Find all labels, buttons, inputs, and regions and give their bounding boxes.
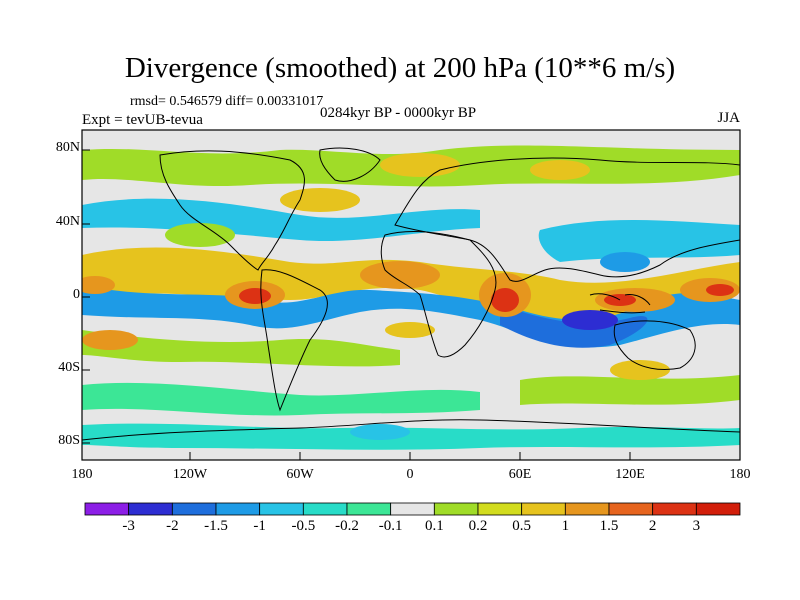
colorbar-label: 1.5 bbox=[599, 518, 619, 534]
colorbar-label: -0.1 bbox=[378, 518, 403, 534]
map-title: Divergence (smoothed) at 200 hPa (10**6 … bbox=[124, 52, 676, 84]
colorbar-label: -1.5 bbox=[204, 518, 228, 534]
colorbar-swatch bbox=[608, 502, 654, 516]
colorbar-label: 0.2 bbox=[468, 518, 488, 534]
map-frame bbox=[81, 129, 741, 461]
colorbar-label: 3 bbox=[692, 518, 701, 534]
colorbar-label: -0.5 bbox=[291, 518, 316, 534]
period-label: 0284kyr BP - 0000kyr BP bbox=[320, 105, 477, 121]
lon-label-120e: 120E bbox=[615, 467, 645, 482]
colorbar-label: -2 bbox=[166, 518, 179, 534]
lat-label-40n: 40N bbox=[55, 214, 80, 229]
season-label: JJA bbox=[717, 110, 740, 126]
colorbar-swatch bbox=[171, 502, 217, 516]
axis-ticks bbox=[82, 149, 631, 460]
colorbar-swatch bbox=[302, 502, 348, 516]
stats-text: rmsd= 0.546579 diff= 0.00331017 bbox=[130, 94, 324, 109]
colorbar-swatch bbox=[128, 502, 173, 516]
lon-label-0: 0 bbox=[406, 467, 414, 482]
colorbar-label: 1 bbox=[561, 518, 570, 534]
lon-label-120w: 120W bbox=[172, 467, 208, 482]
lat-label-80n: 80N bbox=[55, 140, 80, 155]
colorbar-swatch bbox=[564, 502, 610, 516]
colorbar-swatch bbox=[477, 502, 523, 516]
colorbar-swatch bbox=[652, 502, 697, 516]
experiment-label: Expt = tevUB-tevua bbox=[82, 112, 203, 128]
colorbar-label: -3 bbox=[122, 518, 135, 534]
colorbar-label: 0.5 bbox=[512, 518, 532, 534]
colorbar-label: -1 bbox=[253, 518, 266, 534]
colorbar bbox=[84, 502, 741, 516]
lon-label-60e: 60E bbox=[508, 467, 532, 482]
lat-label-80s: 80S bbox=[58, 433, 80, 448]
colorbar-swatch bbox=[215, 502, 261, 516]
colorbar-label: 2 bbox=[648, 518, 657, 534]
lon-label-180e: 180 bbox=[729, 467, 751, 482]
colorbar-swatch bbox=[84, 502, 130, 516]
lon-label-60w: 60W bbox=[286, 467, 314, 482]
lat-label-40s: 40S bbox=[58, 360, 80, 375]
colorbar-swatch bbox=[433, 502, 479, 516]
colorbar-label: 0.1 bbox=[424, 518, 444, 534]
colorbar-swatch bbox=[521, 502, 566, 516]
divergence-field bbox=[82, 145, 740, 450]
lon-label-180w: 180 bbox=[71, 467, 93, 482]
colorbar-swatch bbox=[259, 502, 304, 516]
colorbar-swatch bbox=[390, 502, 435, 516]
colorbar-label: -0.2 bbox=[335, 518, 359, 534]
colorbar-swatch bbox=[346, 502, 392, 516]
colorbar-swatch bbox=[695, 502, 741, 516]
coastlines bbox=[82, 147, 740, 441]
lat-label-0: 0 bbox=[73, 287, 80, 302]
